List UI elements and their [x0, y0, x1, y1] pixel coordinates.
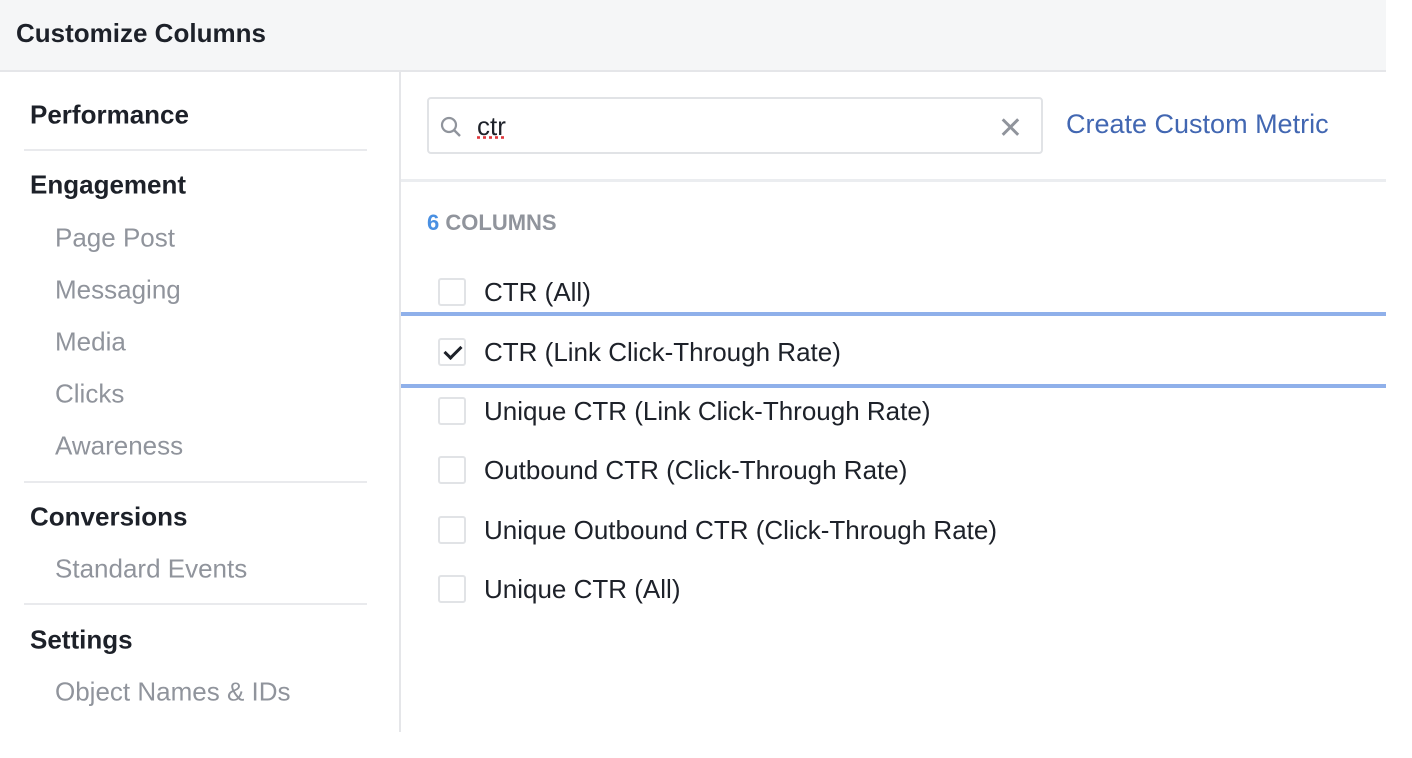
column-label: Unique CTR (Link Click-Through Rate) [484, 395, 931, 426]
columns-panel: ✕ Create Custom Metric 6 COLUMNS CTR (Al… [401, 72, 1386, 732]
category-sidebar: Performance Engagement Page Post Messagi… [0, 72, 401, 732]
checkbox-checked[interactable] [438, 338, 466, 366]
column-label: Outbound CTR (Click-Through Rate) [484, 454, 908, 485]
column-option[interactable]: Unique CTR (Link Click-Through Rate) [438, 391, 930, 431]
checkbox[interactable] [438, 278, 466, 306]
sidebar-item-awareness[interactable]: Awareness [55, 430, 184, 461]
divider [24, 481, 367, 483]
column-option[interactable]: Outbound CTR (Click-Through Rate) [438, 450, 907, 490]
sidebar-item-media[interactable]: Media [55, 326, 126, 357]
column-label: CTR (All) [484, 276, 591, 307]
dialog-header: Customize Columns [0, 0, 1386, 72]
checkbox[interactable] [438, 575, 466, 603]
checkbox[interactable] [438, 516, 466, 544]
column-option[interactable]: CTR (All) [438, 272, 591, 312]
divider [401, 179, 1386, 182]
create-custom-metric-link[interactable]: Create Custom Metric [1066, 109, 1329, 139]
checkbox[interactable] [438, 397, 466, 425]
search-icon [440, 116, 461, 137]
search-input[interactable] [477, 109, 977, 143]
sidebar-item-object-names[interactable]: Object Names & IDs [55, 676, 291, 707]
sidebar-item-messaging[interactable]: Messaging [55, 274, 181, 305]
dialog-title: Customize Columns [16, 18, 266, 48]
checkbox[interactable] [438, 456, 466, 484]
divider [24, 149, 367, 151]
sidebar-item-conversions[interactable]: Conversions [30, 501, 188, 532]
column-option[interactable]: Unique Outbound CTR (Click-Through Rate) [438, 510, 997, 550]
column-option[interactable]: CTR (Link Click-Through Rate) [438, 332, 841, 372]
sidebar-item-engagement[interactable]: Engagement [30, 169, 187, 200]
column-label: Unique CTR (All) [484, 573, 681, 604]
column-label: Unique Outbound CTR (Click-Through Rate) [484, 514, 997, 545]
sidebar-item-page-post[interactable]: Page Post [55, 222, 175, 253]
sidebar-item-performance[interactable]: Performance [30, 99, 189, 130]
count-label: COLUMNS [445, 210, 557, 235]
drag-indicator-top [401, 312, 1386, 316]
close-icon[interactable]: ✕ [997, 112, 1023, 145]
sidebar-item-standard-events[interactable]: Standard Events [55, 553, 248, 584]
divider [24, 603, 367, 605]
search-box[interactable]: ✕ [427, 97, 1043, 154]
count-number: 6 [427, 210, 440, 235]
sidebar-item-settings[interactable]: Settings [30, 624, 133, 655]
sidebar-item-clicks[interactable]: Clicks [55, 378, 125, 409]
column-count: 6 COLUMNS [427, 210, 557, 236]
drag-indicator-bottom [401, 384, 1386, 388]
column-label: CTR (Link Click-Through Rate) [484, 336, 841, 367]
column-option[interactable]: Unique CTR (All) [438, 569, 681, 609]
